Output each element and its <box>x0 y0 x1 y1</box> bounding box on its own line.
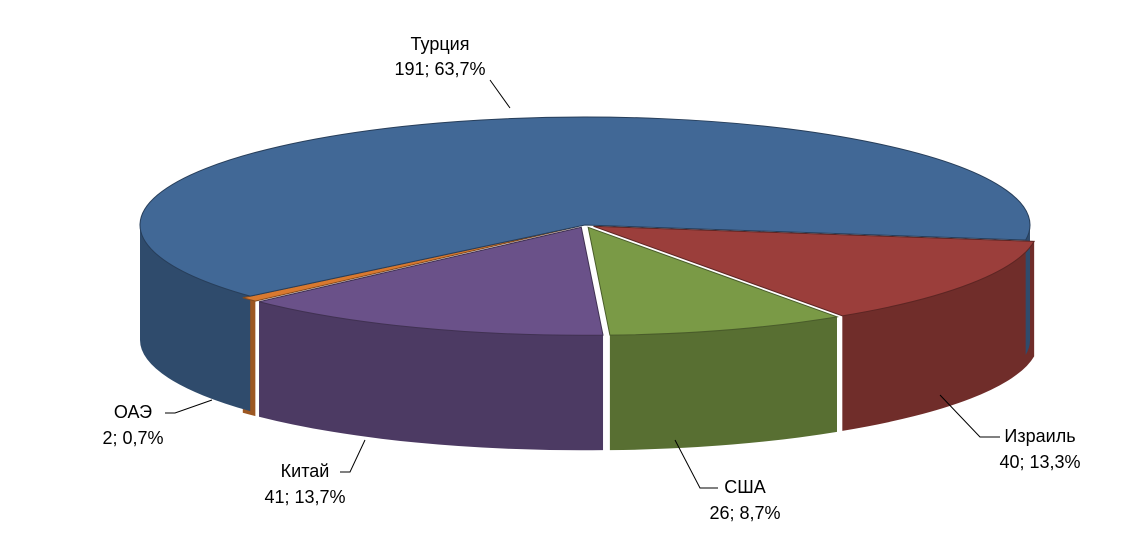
slice <box>587 226 839 336</box>
slice-side <box>140 225 251 412</box>
slice-side <box>1025 225 1030 356</box>
slice-label: Турция <box>411 34 470 54</box>
value-label: 2; 0,7% <box>102 428 163 448</box>
value-label: 191; 63,7% <box>394 59 485 79</box>
leader-line <box>165 399 213 414</box>
slice <box>258 226 604 336</box>
leader-line <box>939 394 1000 438</box>
slice-label: США <box>724 477 766 497</box>
slice-label: Израиль <box>1004 426 1075 446</box>
value-label: 40; 13,3% <box>999 452 1080 472</box>
slice-label: ОАЭ <box>114 402 152 422</box>
slice <box>593 225 1036 317</box>
pie <box>139 116 1036 451</box>
slice <box>242 226 578 302</box>
slice <box>139 116 1031 297</box>
slice-side <box>609 316 837 451</box>
leader-line <box>674 439 718 489</box>
value-label: 41; 13,7% <box>264 487 345 507</box>
value-label: 26; 8,7% <box>709 503 780 523</box>
slice-side <box>842 241 1035 431</box>
leader-line <box>489 79 511 109</box>
slice-label: Китай <box>281 461 330 481</box>
leader-line <box>340 439 366 473</box>
slice-side <box>259 301 604 451</box>
